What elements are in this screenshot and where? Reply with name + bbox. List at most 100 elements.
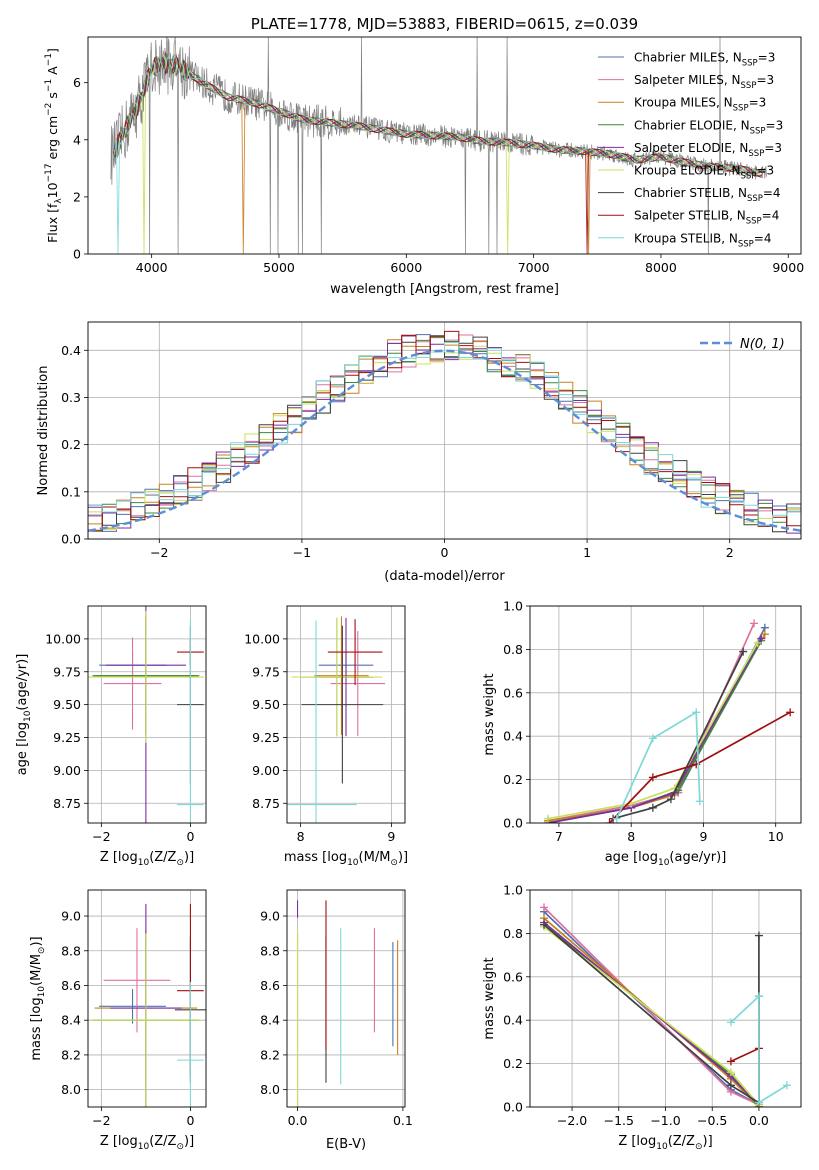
label-part: Kroupa ELODIE, N: [634, 164, 741, 178]
marker-kroupa_stelib: [754, 1098, 763, 1107]
marker-chabrier_stelib: [540, 920, 549, 929]
legend-label: Chabrier STELIB, NSSP=4: [634, 186, 781, 204]
label-part: =3: [756, 73, 774, 87]
series-line-salpeter_miles: [547, 623, 755, 822]
y-axis-label: age [log10(age/yr)]: [15, 654, 33, 776]
y-tick-label: 0: [73, 247, 81, 262]
label-part: Z [log: [100, 1134, 138, 1149]
x-tick-label: 8: [297, 829, 305, 844]
label-part: )]: [29, 936, 44, 946]
y-tick-label: 8.8: [61, 943, 81, 958]
plot-area-mass_vs_ebv: [296, 900, 399, 1107]
marker-chabrier_stelib: [726, 1081, 735, 1090]
y-tick-label: 8.75: [53, 796, 81, 811]
y-tick-label: 9.00: [53, 763, 81, 778]
subscript: ⊙: [176, 1142, 184, 1152]
series-line-chabrier_stelib: [612, 651, 744, 820]
label-part: A: [45, 66, 60, 79]
label-part: Kroupa MILES, N: [634, 96, 733, 110]
marker-kroupa_stelib: [692, 708, 701, 717]
plot-area-mass_vs_Z: [90, 903, 206, 1107]
panel-age_vs_mass: 8 9 8.75 9.00 9.25 9.50 9.75 10.00 mass [log10(M…: [244, 605, 408, 868]
marker-kroupa_stelib: [782, 1081, 791, 1090]
y-tick-label: 0.4: [61, 343, 81, 358]
x-tick-label: 0.0: [749, 1113, 769, 1128]
series-line-kroupa_miles: [547, 633, 766, 822]
legend-label: Kroupa STELIB, NSSP=4: [634, 231, 772, 249]
plot-area-residuals: [88, 330, 801, 538]
label-part: )]: [703, 1134, 713, 1149]
label-part: )]: [184, 850, 194, 865]
y-tick-label: 0.4: [503, 729, 523, 744]
superscript: −17: [44, 163, 54, 182]
subscript: 10: [138, 1142, 150, 1152]
panel-weight_vs_Z: −2.0 −1.5 −1.0 −0.5 0.0 0.0 0.2 0.4 0.6 0.8 1.0 Z […: [482, 883, 802, 1152]
label-part: Salpeter STELIB, N: [634, 209, 746, 223]
marker-kroupa_stelib: [726, 1018, 735, 1027]
label-part: (Z/Z: [149, 1134, 176, 1149]
marker-salpeter_elodie: [757, 634, 766, 643]
marker-kroupa_stelib: [648, 734, 657, 743]
x-axis-label: Z [log10(Z/Z⊙)]: [100, 850, 194, 868]
label-part: Salpeter ELODIE, N: [634, 141, 748, 155]
y-tick-label: 8.2: [260, 1047, 280, 1062]
subscript: ⊙: [390, 858, 398, 868]
x-tick-label: 0: [186, 1113, 194, 1128]
y-tick-label: 9.75: [53, 664, 81, 679]
label-part: Chabrier STELIB, N: [634, 186, 747, 200]
y-tick-label: 6: [73, 75, 81, 90]
x-tick-label: 0.0: [288, 1113, 308, 1128]
x-tick-label: −2: [150, 545, 168, 560]
subscript: 10: [347, 858, 359, 868]
y-tick-label: 0.2: [61, 437, 81, 452]
legend-label: N(0, 1): [740, 337, 785, 352]
plot-area-spectrum: [110, 37, 767, 254]
y-tick-label: 9.75: [252, 664, 280, 679]
x-tick-label: 9: [699, 829, 707, 844]
label-part: 10: [45, 182, 60, 198]
label-part: (M/M: [359, 850, 391, 865]
panel-mass_vs_Z: −2 08.08.28.48.68.89.0Z [log10(Z/Z⊙)]mass…: [29, 889, 207, 1152]
y-tick-label: 9.00: [252, 763, 280, 778]
subscript: 10: [37, 986, 47, 998]
y-tick-label: 10.00: [244, 631, 280, 646]
marker-kroupa_elodie: [544, 814, 553, 823]
superscript: −1: [44, 53, 54, 66]
subscript: SSP: [747, 194, 763, 204]
label-part: (M/M: [29, 954, 44, 986]
y-tick-label: 0.0: [61, 532, 81, 547]
y-tick-label: 9.50: [53, 697, 81, 712]
axes-frame: [286, 889, 406, 1108]
superscript: −1: [44, 79, 54, 92]
y-tick-label: 0.8: [503, 642, 523, 657]
superscript: −2: [44, 103, 54, 116]
label-part: age [log: [605, 850, 658, 865]
subscript: 10: [656, 1142, 668, 1152]
x-tick-label: 0: [441, 545, 449, 560]
subscript: ⊙: [695, 1142, 703, 1152]
panel-spectrum: 4000 5000 6000 7000 8000 9000 0 2 4 6 PLATE=1778, …: [44, 15, 804, 297]
normal-curve: [88, 349, 801, 532]
y-tick-label: 8.0: [260, 1082, 280, 1097]
marker-chabrier_stelib: [754, 931, 763, 940]
marker-chabrier_stelib: [739, 647, 748, 656]
subscript: SSP: [742, 59, 758, 69]
x-tick-label: −1: [293, 545, 311, 560]
y-tick-label: 0.8: [503, 926, 523, 941]
x-tick-label: 8: [627, 829, 635, 844]
marker-kroupa_miles: [760, 630, 769, 639]
x-axis-label: E(B-V): [326, 1137, 366, 1152]
axes-frame: [87, 889, 207, 1108]
legend-label: Kroupa ELODIE, NSSP=3: [634, 164, 774, 182]
x-tick-label: 0.1: [393, 1113, 413, 1128]
x-tick-label: 4000: [136, 260, 168, 275]
x-tick-label: −2: [92, 1113, 110, 1128]
legend-label: Salpeter MILES, NSSP=3: [634, 73, 774, 91]
y-tick-label: 0.0: [503, 1100, 523, 1115]
y-tick-label: 8.8: [260, 943, 280, 958]
marker-salpeter_miles: [540, 903, 549, 912]
marker-salpeter_stelib: [786, 708, 795, 717]
x-tick-label: 7000: [518, 260, 550, 275]
